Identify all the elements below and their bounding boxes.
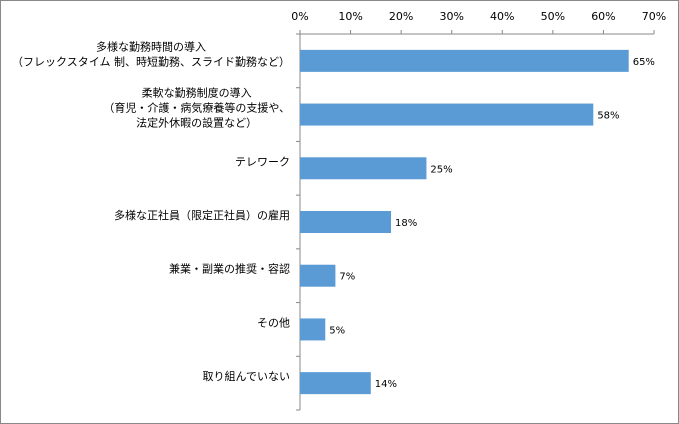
x-tick-label: 60% xyxy=(591,10,615,23)
bar xyxy=(300,318,326,341)
y-tick-label: 多様な勤務時間の導入 xyxy=(96,39,206,53)
x-tick-label: 0% xyxy=(291,10,308,23)
y-tick-label: 法定外休暇の設置など） xyxy=(136,116,257,130)
y-tick-label: 柔軟な勤務制度の導入 xyxy=(142,86,252,100)
y-tick-label: 多様な正社員（限定正社員）の雇用 xyxy=(114,208,290,222)
value-label: 18% xyxy=(395,218,417,229)
bar xyxy=(300,103,594,126)
x-tick-label: 40% xyxy=(490,10,514,23)
x-tick-label: 20% xyxy=(389,10,413,23)
bar xyxy=(300,157,427,180)
bar xyxy=(300,372,371,395)
bar xyxy=(300,264,336,287)
value-label: 58% xyxy=(597,111,619,122)
x-tick-label: 70% xyxy=(642,10,666,23)
bar xyxy=(300,211,392,233)
value-label: 5% xyxy=(329,325,345,336)
y-tick-label: （フレックスタイム 制、時短勤務、スライド勤務など） xyxy=(12,54,290,68)
x-tick-label: 30% xyxy=(439,10,463,23)
x-tick-label: 50% xyxy=(541,10,565,23)
y-tick-label: 取り組んでいない xyxy=(203,370,290,383)
value-label: 7% xyxy=(339,272,355,283)
value-label: 65% xyxy=(633,57,655,68)
value-label: 14% xyxy=(375,379,397,390)
value-label: 25% xyxy=(430,164,452,175)
y-tick-label: 兼業・副業の推奨・容認 xyxy=(169,262,290,276)
x-tick-label: 10% xyxy=(338,10,362,23)
y-tick-label: その他 xyxy=(257,316,290,329)
bar xyxy=(300,49,629,72)
y-tick-label: （育児・介護・病気療養等の支援や、 xyxy=(103,101,290,115)
y-tick-label: テレワーク xyxy=(235,155,290,168)
